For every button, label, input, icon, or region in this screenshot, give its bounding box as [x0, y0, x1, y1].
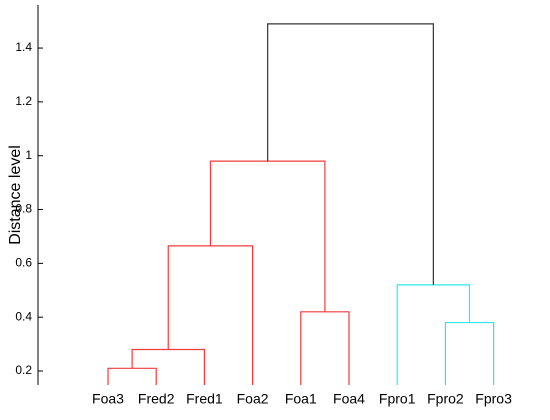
dendrogram-link	[167, 245, 254, 385]
y-tick-label: 0.6	[15, 256, 32, 270]
y-tick-label: 0.4	[15, 309, 32, 323]
dendrogram-link	[300, 311, 350, 385]
y-tick-label: 1.2	[15, 94, 32, 108]
leaf-label: Foa2	[237, 391, 269, 407]
y-tick-label: 0.8	[15, 202, 32, 216]
dendrogram-link	[444, 321, 495, 385]
leaf-label: Foa4	[333, 391, 365, 407]
dendrogram-link	[131, 348, 205, 385]
dendrogram-link	[107, 367, 157, 385]
leaf-label: Foa1	[285, 391, 317, 407]
leaf-label: Fpro2	[427, 391, 464, 407]
leaf-label: Fpro1	[379, 391, 416, 407]
y-tick-label: 1.4	[15, 40, 32, 54]
dendrogram-link	[396, 284, 471, 385]
dendrogram-link	[267, 23, 434, 285]
leaf-label: Fred2	[138, 391, 175, 407]
leaf-label: Fpro3	[475, 391, 512, 407]
y-tick-label: 0.2	[15, 363, 32, 377]
dendrogram-link	[209, 160, 326, 312]
leaf-label: Fred1	[186, 391, 223, 407]
y-axis-label: Distance level	[7, 145, 24, 245]
y-tick-label: 1	[25, 148, 32, 162]
leaf-label: Foa3	[92, 391, 124, 407]
